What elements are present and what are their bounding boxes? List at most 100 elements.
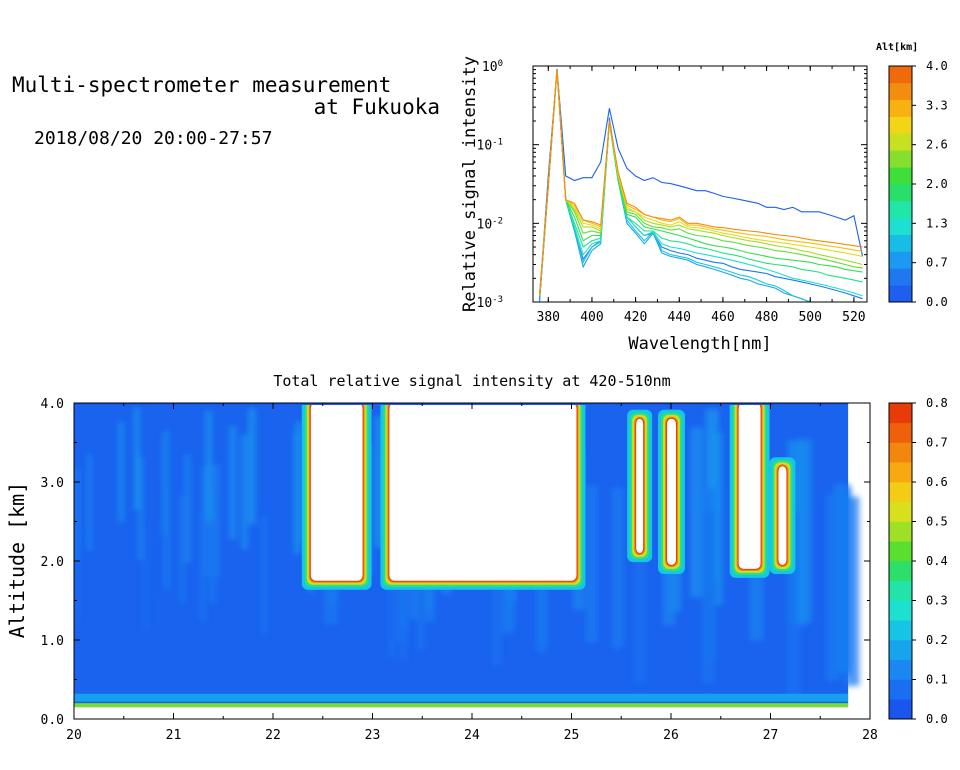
heatmap-chart: 20 21 22 23 24 25 26 27 28 0.0 1.0 2.0 3.0 4.0 Total r…: [5, 372, 948, 743]
heatmap-streak: [74, 467, 80, 563]
colorbar-tick-label: 0.4: [926, 554, 948, 568]
heatmap-streak: [209, 492, 217, 604]
colorbar-segment: [889, 620, 912, 641]
heatmap-streak: [248, 408, 256, 525]
y-tick-label: 10-1: [477, 138, 504, 154]
y-tick-label: 3.0: [41, 476, 64, 491]
colorbar-segment: [889, 462, 912, 483]
colorbar-title: Alt[km]: [876, 42, 918, 53]
spectrum-series-line: [538, 69, 863, 296]
colorbar-segment: [889, 501, 912, 522]
y-tick-label: 4.0: [41, 397, 64, 412]
x-tick-label: 27: [763, 728, 779, 743]
heatmap-streak: [387, 524, 397, 658]
colorbar-segment: [889, 167, 912, 185]
heatmap-streak: [240, 434, 248, 550]
x-tick-label: 480: [755, 310, 778, 325]
x-tick-label: 20: [66, 728, 82, 743]
heatmap-streak: [137, 457, 144, 560]
heatmap-streak: [260, 515, 269, 634]
colorbar-segment: [889, 66, 912, 84]
heatmap-streak: [74, 529, 79, 625]
colorbar-tick-label: 0.0: [926, 712, 948, 726]
x-tick-label: 22: [265, 728, 281, 743]
colorbar-segment: [889, 659, 912, 680]
heatmap-field: [74, 403, 860, 708]
measurement-datetime: 2018/08/20 20:00-27:57: [34, 128, 273, 149]
colorbar-segment: [889, 403, 912, 424]
colorbar-segment: [889, 521, 912, 542]
colorbar-tick-label: 0.7: [926, 256, 948, 270]
colorbar-segment: [889, 699, 912, 720]
cloud-saturated-region: [636, 418, 644, 554]
colorbar-segment: [889, 217, 912, 235]
colorbar-tick-label: 1.3: [926, 216, 948, 230]
x-tick-label: 26: [663, 728, 679, 743]
heatmap-streak: [163, 483, 170, 590]
y-tick-label: 0.0: [41, 713, 64, 728]
x-tick-label: 400: [580, 310, 603, 325]
spectrum-series-line: [538, 69, 863, 302]
heatmap-streak: [199, 511, 206, 622]
colorbar-segment: [889, 482, 912, 503]
heatmap-streak: [701, 511, 715, 684]
colorbar-segment: [889, 640, 912, 661]
heatmap-streak: [374, 416, 384, 549]
heatmap-streak: [797, 438, 812, 623]
title-line-2: at Fukuoka: [313, 95, 440, 119]
heatmap-title: Total relative signal intensity at 420-5…: [273, 372, 670, 390]
x-tick-label: 440: [668, 310, 691, 325]
colorbar-tick-label: 0.8: [926, 396, 948, 410]
x-tick-label: 460: [711, 310, 734, 325]
heatmap-streak: [491, 519, 503, 666]
cloud-saturated-region: [389, 403, 577, 581]
heatmap-streak: [229, 425, 237, 540]
x-tick-label: 21: [166, 728, 182, 743]
y-tick-label: 100: [482, 59, 503, 75]
colorbar-segment: [889, 234, 912, 252]
colorbar-tick-label: 0.1: [926, 673, 948, 687]
heatmap-streak: [142, 527, 149, 631]
colorbar-segment: [889, 561, 912, 582]
spectrum-plot-frame: [532, 65, 868, 303]
colorbar-segment: [889, 133, 912, 151]
heatmap-streak: [184, 454, 191, 563]
colorbar-segment: [889, 285, 912, 303]
x-tick-label: 25: [564, 728, 580, 743]
heatmap-streak: [118, 421, 124, 523]
colorbar-segment: [889, 116, 912, 134]
y-tick-label: 2.0: [41, 555, 64, 570]
heatmap-y-axis-label: Altitude [km]: [5, 482, 29, 639]
colorbar-tick-label: 0.3: [926, 594, 948, 608]
x-tick-label: 380: [537, 310, 560, 325]
colorbar-segment: [889, 150, 912, 168]
y-tick-label: 10-3: [477, 295, 504, 311]
y-tick-label: 10-2: [477, 216, 504, 232]
colorbar-segment: [889, 200, 912, 219]
x-tick-label: 23: [365, 728, 381, 743]
colorbar-tick-label: 0.5: [926, 515, 948, 529]
x-tick-label: 520: [842, 310, 865, 325]
spectrum-series-line: [538, 68, 864, 299]
cloud-saturated-region: [778, 466, 787, 565]
spectrum-series-line: [538, 69, 863, 296]
colorbar-tick-label: 3.3: [926, 98, 948, 112]
spectrum-x-axis-label: Wavelength[nm]: [628, 334, 771, 354]
colorbar-tick-label: 2.0: [926, 177, 948, 191]
colorbar-tick-label: 2.6: [926, 138, 948, 152]
x-tick-label: 24: [464, 728, 480, 743]
colorbar-tick-label: 0.2: [926, 633, 948, 647]
colorbar-segment: [889, 442, 912, 463]
colorbar-segment: [889, 251, 912, 269]
spectrum-series-line: [538, 69, 863, 296]
heatmap-streak: [585, 485, 598, 643]
x-tick-label: 420: [624, 310, 647, 325]
colorbar-segment: [889, 600, 912, 621]
colorbar-tick-label: 0.6: [926, 475, 948, 489]
y-tick-label: 1.0: [41, 634, 64, 649]
title-block: Multi-spectrometer measurement at Fukuok…: [12, 74, 442, 118]
spectrum-series-line: [538, 69, 863, 302]
spectrum-chart: 380 400 420 440 460 480 500 520 100 10-1 10-2 10-3 W…: [460, 42, 948, 354]
spectrum-series-line: [538, 69, 863, 296]
